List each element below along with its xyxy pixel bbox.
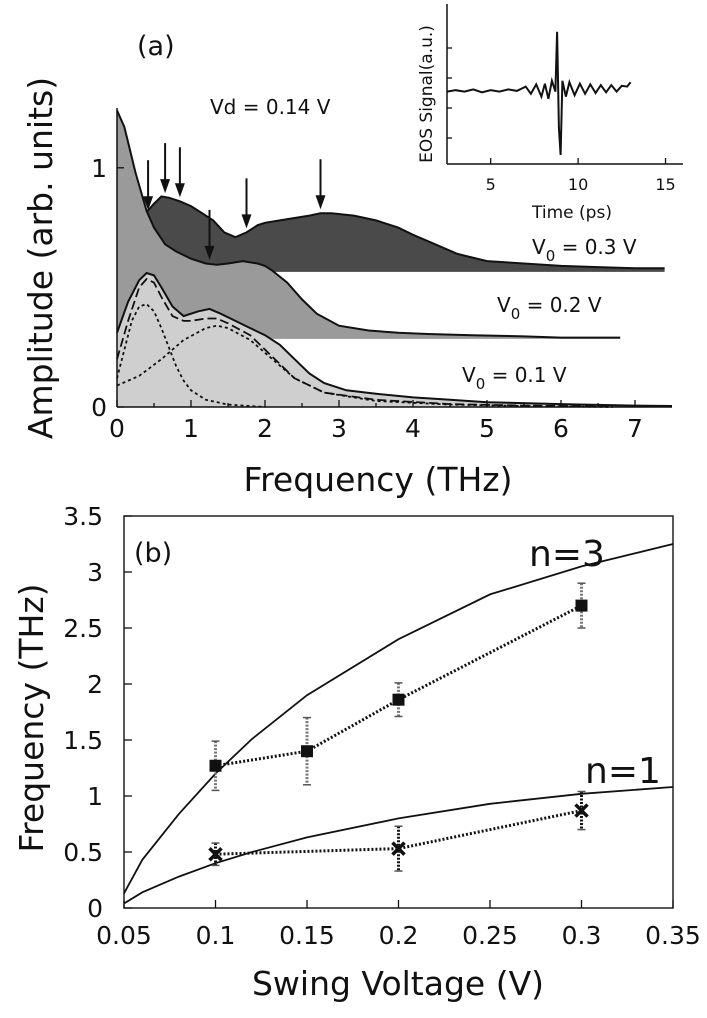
panel-a-ylabel: Amplitude (arb. units) — [21, 77, 60, 439]
inset-x-tick-label: 15 — [655, 175, 675, 194]
inset-eos-signal: 5 10 15 EOS Signal(a.u.) Time (ps) — [417, 4, 683, 223]
inset-signal — [446, 31, 632, 156]
data-point-square — [301, 745, 313, 758]
fit-curve-peak2 — [116, 324, 613, 408]
legend-label-03: V0 = 0.3 V — [532, 235, 637, 265]
x-tick-label: 2 — [257, 414, 273, 443]
theory-curve-0 — [123, 543, 674, 894]
panel-a-label: (a) — [137, 31, 175, 62]
x-tick-label: 5 — [479, 414, 495, 443]
data-point-x — [208, 847, 223, 862]
arrow-head — [241, 214, 252, 229]
fit-curve-peak1 — [116, 303, 266, 408]
b-y-tick-label: 0.5 — [63, 838, 103, 867]
y-tick-label: 0 — [91, 393, 107, 422]
b-x-tick-label: 0.25 — [462, 921, 518, 950]
b-y-tick-label: 2 — [87, 670, 103, 699]
fit-curve-sum — [116, 277, 613, 408]
b-x-tick-label: 0.35 — [645, 921, 701, 950]
b-x-tick-label: 0.2 — [379, 921, 419, 950]
spectrum-line-1 — [116, 109, 621, 339]
b-x-tick-label: 0.1 — [196, 921, 236, 950]
panel-b-label: (b) — [134, 538, 172, 569]
data-point-x — [391, 841, 406, 856]
theory-curve-1 — [123, 786, 674, 905]
x-tick-label: 7 — [627, 414, 643, 443]
panel-b-xlabel: Swing Voltage (V) — [252, 964, 544, 1003]
b-x-tick-label: 0.05 — [96, 921, 152, 950]
x-tick-label: 0 — [109, 414, 125, 443]
spectrum-fill-0 — [117, 196, 665, 272]
series-link-1 — [215, 809, 582, 856]
panel-b-ticks: 0.05 0.1 0.15 0.2 0.25 0.3 0.35 0 0.5 1 1.5 2 2.5 3 3.… — [63, 502, 701, 950]
spectrum-line-0 — [116, 195, 665, 270]
panel-b-theory-curves — [123, 543, 674, 905]
spectrum-fill-1 — [117, 110, 621, 339]
arrow-head — [204, 245, 215, 260]
panel-b: 0.05 0.1 0.15 0.2 0.25 0.3 0.35 0 0.5 1 1.5 2 2.5 3 3.… — [12, 502, 701, 1003]
data-point-square — [575, 599, 588, 612]
panel-a-fit-curves — [116, 277, 613, 408]
panel-a-xlabel: Frequency (THz) — [243, 460, 512, 499]
data-point-square — [209, 759, 222, 772]
inset-xlabel: Time (ps) — [531, 203, 612, 223]
data-point-square — [392, 693, 405, 706]
inset-signal-line — [446, 31, 632, 156]
x-tick-label: 6 — [553, 414, 569, 443]
b-y-tick-label: 0 — [87, 894, 103, 923]
spectrum-line-2 — [116, 271, 673, 407]
inset-x-tick-label: 5 — [486, 175, 496, 194]
b-y-tick-label: 2.5 — [63, 614, 103, 643]
inset-ticks: 5 10 15 — [447, 47, 676, 194]
panel-a: (a) Vd = 0.14 V V0 = 0.3 V V0 = 0.2 V V0… — [21, 4, 683, 499]
arrow-head — [174, 183, 185, 198]
y-tick-label: 1 — [91, 154, 107, 183]
spectrum-fill-2 — [117, 273, 672, 407]
legend-label-01: V0 = 0.1 V — [462, 363, 567, 393]
vd-annotation: Vd = 0.14 V — [210, 95, 331, 119]
panel-a-peak-arrows — [143, 143, 326, 260]
inset-ylabel: EOS Signal(a.u.) — [417, 25, 437, 163]
b-y-tick-label: 1.5 — [63, 726, 103, 755]
b-x-tick-label: 0.15 — [279, 921, 335, 950]
b-y-tick-label: 1 — [87, 782, 103, 811]
b-y-tick-label: 3 — [87, 558, 103, 587]
panel-a-spectra — [116, 109, 673, 407]
x-tick-label: 1 — [183, 414, 199, 443]
arrow-head — [315, 195, 326, 210]
series-label-n1: n=1 — [585, 751, 661, 792]
x-tick-label: 3 — [331, 414, 347, 443]
panel-b-data — [208, 582, 589, 872]
data-point-x — [574, 803, 589, 818]
series-label-n3: n=3 — [529, 534, 605, 575]
legend-label-02: V0 = 0.2 V — [497, 293, 602, 323]
series-link-0 — [215, 604, 583, 768]
panel-b-ylabel: Frequency (THz) — [12, 583, 51, 852]
b-y-tick-label: 3.5 — [63, 502, 103, 531]
x-tick-label: 4 — [405, 414, 421, 443]
arrow-head — [160, 179, 171, 194]
arrow-head — [143, 196, 154, 211]
panel-a-ticks: 0 1 2 3 4 5 6 7 0 1 — [91, 154, 643, 443]
inset-x-tick-label: 10 — [568, 175, 588, 194]
b-x-tick-label: 0.3 — [562, 921, 602, 950]
